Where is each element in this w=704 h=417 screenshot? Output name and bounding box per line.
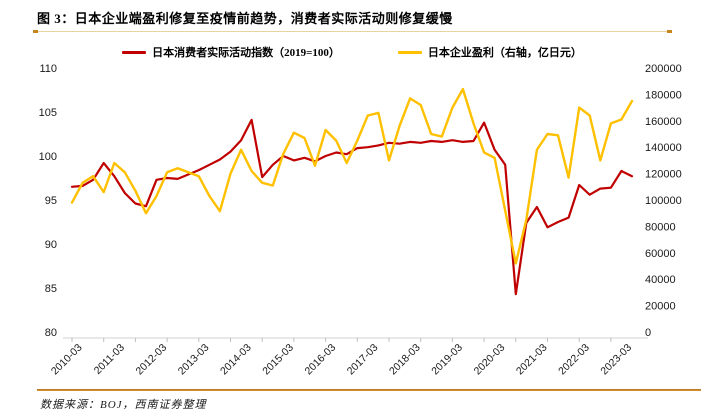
underline-right-cap	[667, 30, 672, 33]
red-line-swatch	[122, 50, 147, 54]
right-axis-tick-label: 40000	[645, 274, 676, 286]
x-axis-label: 2010-03	[49, 342, 85, 378]
x-axis-label: 2018-03	[387, 342, 423, 378]
x-axis-label: 2014-03	[218, 342, 254, 378]
legend-label-corporate-profit: 日本企业盈利（右轴，亿日元）	[427, 47, 582, 59]
legend-item-consumer-index: 日本消费者实际活动指数（2019=100）	[122, 44, 340, 60]
x-axis-label: 2023-03	[598, 342, 634, 378]
accent-divider	[37, 389, 701, 391]
x-axis-label: 2022-03	[556, 342, 592, 378]
right-axis-tick-label: 60000	[645, 248, 676, 260]
underline-left-cap	[33, 30, 38, 33]
x-axis-label: 2021-03	[514, 342, 550, 378]
x-axis-label: 2012-03	[133, 342, 169, 378]
right-axis-tick-label: 140000	[645, 142, 682, 154]
legend-label-consumer-index: 日本消费者实际活动指数（2019=100）	[152, 47, 340, 59]
x-axis-label: 2015-03	[260, 342, 296, 378]
right-axis-tick-label: 180000	[645, 89, 682, 101]
chart-legend: 日本消费者实际活动指数（2019=100） 日本企业盈利（右轴，亿日元）	[0, 44, 704, 60]
x-axis-label: 2013-03	[176, 342, 212, 378]
right-axis-tick-label: 200000	[645, 63, 682, 75]
x-axis-label: 2017-03	[345, 342, 381, 378]
x-axis-label: 2020-03	[472, 342, 508, 378]
left-axis-tick-label: 95	[45, 195, 57, 207]
left-axis-tick-label: 80	[45, 327, 57, 339]
yellow-line-swatch	[397, 50, 422, 54]
right-axis-tick-label: 100000	[645, 195, 682, 207]
x-axis-label: 2019-03	[429, 342, 465, 378]
corporate-profit-line	[70, 87, 634, 265]
data-source-note: 数据来源：BOJ，西南证券整理	[40, 399, 207, 411]
x-axis-label: 2016-03	[303, 342, 339, 378]
right-axis-tick-label: 0	[645, 327, 651, 339]
left-axis-tick-label: 105	[39, 107, 57, 119]
right-axis-tick-label: 80000	[645, 221, 676, 233]
legend-item-corporate-profit: 日本企业盈利（右轴，亿日元）	[397, 44, 582, 60]
left-axis-tick-label: 85	[45, 283, 57, 295]
left-axis-tick-label: 100	[39, 151, 57, 163]
left-axis-tick-label: 110	[39, 63, 57, 75]
title-underline	[33, 30, 672, 33]
right-axis-tick-label: 120000	[645, 169, 682, 181]
left-axis-tick-label: 90	[45, 239, 57, 251]
right-axis-tick-label: 20000	[645, 301, 676, 313]
right-axis-tick-label: 160000	[645, 116, 682, 128]
figure-title: 图 3：日本企业端盈利修复至疫情前趋势，消费者实际活动则修复缓慢	[37, 11, 453, 26]
x-axis-label: 2011-03	[92, 342, 127, 377]
consumer-activity-line	[70, 118, 634, 296]
